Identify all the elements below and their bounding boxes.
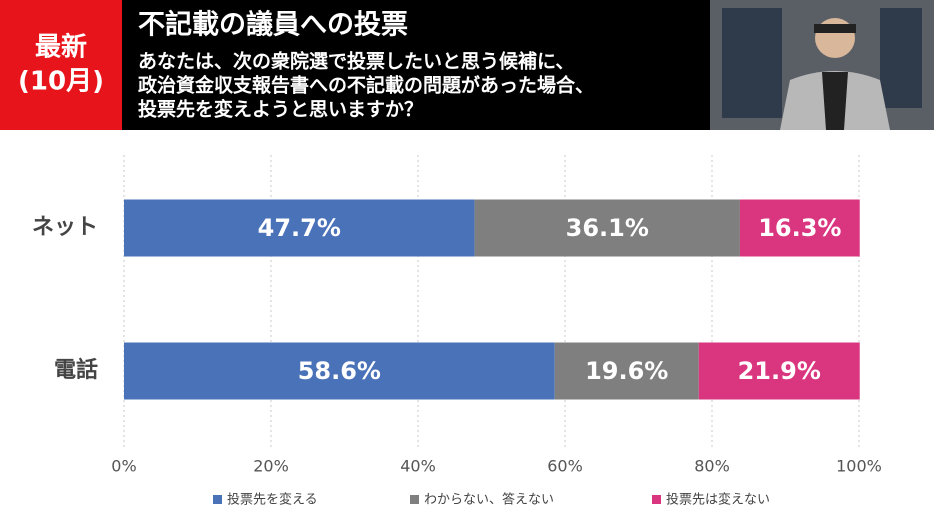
legend-label: 投票先を変える — [227, 492, 318, 508]
x-tick-label: 60% — [547, 457, 583, 476]
data-label: 21.9% — [738, 357, 821, 385]
legend-label: わからない、答えない — [424, 492, 554, 508]
bar-segment — [739, 199, 860, 257]
bar-segment — [698, 342, 860, 400]
bar-segment — [124, 342, 555, 400]
x-tick-label: 100% — [836, 457, 882, 476]
data-label: 47.7% — [258, 214, 341, 242]
x-tick-label: 80% — [694, 457, 730, 476]
question-line: 投票先を変えようと思いますか？ — [138, 98, 423, 121]
question-line: あなたは、次の衆院選で投票したいと思う候補に、 — [138, 50, 574, 73]
bar-segment — [474, 199, 740, 257]
x-tick-label: 0% — [111, 457, 136, 476]
badge — [0, 0, 122, 130]
legend-swatch — [652, 495, 661, 504]
data-label: 58.6% — [298, 357, 381, 385]
header-title: 不記載の議員への投票 — [138, 9, 408, 41]
webcam-view — [710, 0, 934, 130]
legend-swatch — [213, 495, 222, 504]
legend-swatch — [410, 495, 419, 504]
data-label: 16.3% — [758, 214, 841, 242]
bar-segment — [124, 199, 475, 257]
x-tick-label: 20% — [253, 457, 289, 476]
question-line: 政治資金収支報告書への不記載の問題があった場合、 — [138, 74, 594, 97]
badge-text: 最新 — [35, 32, 87, 63]
badge-text: (10月) — [18, 67, 104, 97]
y-tick-label: ネット — [32, 215, 98, 240]
data-label: 36.1% — [566, 214, 649, 242]
bar-segment — [554, 342, 699, 400]
x-tick-label: 40% — [400, 457, 436, 476]
y-tick-label: 電話 — [54, 357, 98, 383]
data-label: 19.6% — [585, 357, 668, 385]
legend-label: 投票先は変えない — [666, 492, 770, 508]
